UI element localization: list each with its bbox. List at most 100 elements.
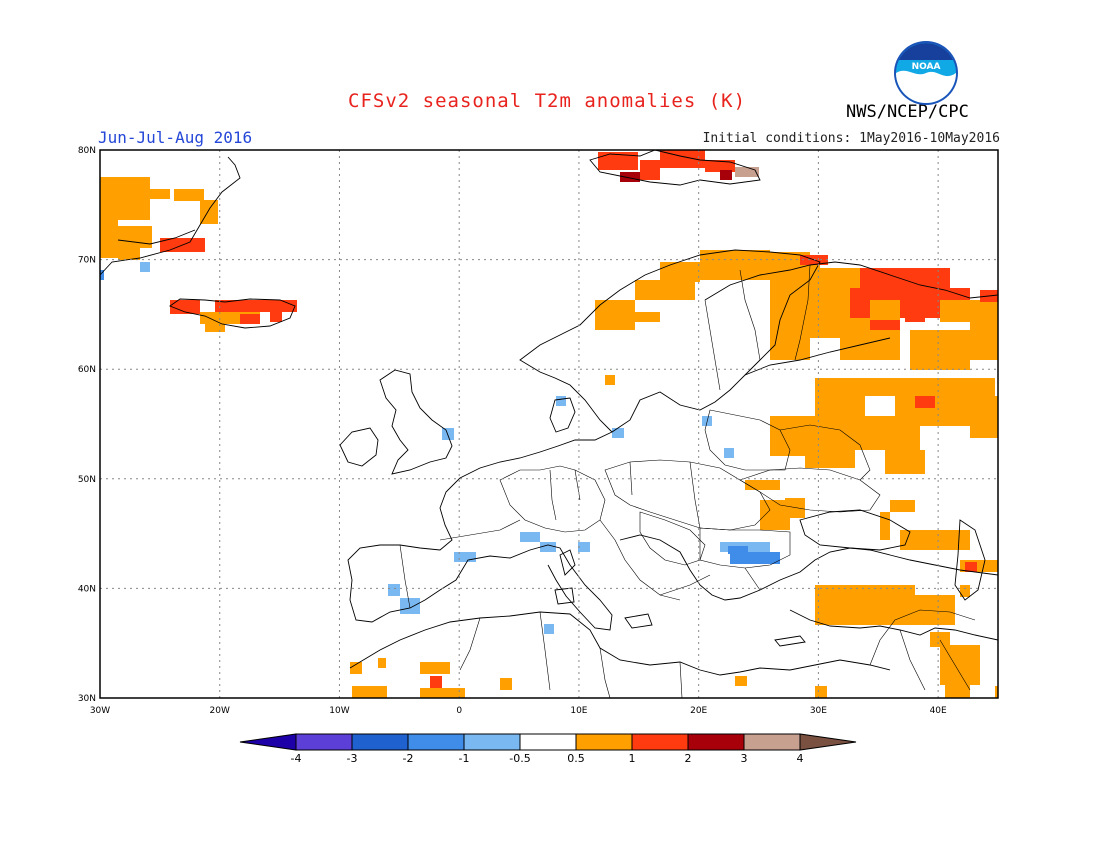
anomaly-cell [840,330,900,360]
anomaly-cell [945,685,970,698]
colorbar-legend: -4 -3 -2 -1 -0.5 0.5 1 2 3 4 [239,733,857,765]
colorbar-swatch [351,733,409,751]
colorbar-tick-label: -4 [291,752,302,765]
anomaly-cell [660,150,705,168]
anomaly-cell [960,560,998,572]
colorbar-swatch [687,733,745,751]
anomaly-cell [620,312,660,322]
anomaly-cell [200,200,218,224]
colorbar-tick-label: 1 [629,752,636,765]
graticule [100,150,998,698]
anomaly-cell [815,396,865,416]
chart-title: CFSv2 seasonal T2m anomalies (K) [348,90,747,112]
anomaly-cell [700,250,770,280]
anomaly-cell [745,480,780,490]
anomaly-cell [118,248,140,260]
anomaly-cell [620,172,640,182]
country-borders [399,264,976,699]
anomaly-cell [205,322,225,332]
anomaly-cell [915,396,935,408]
anomaly-cell [850,288,970,318]
anomaly-cell [270,312,282,322]
anomaly-cell [770,320,810,360]
anomaly-cell [720,170,732,180]
colorbar-tick-label: 4 [797,752,804,765]
lat-tick-label: 30N [78,694,96,704]
anomaly-cell [635,280,695,300]
noaa-logo-icon: NOAA [894,41,958,105]
anomaly-cell [815,378,995,396]
anomaly-cell [970,420,998,438]
lat-tick-label: 40N [78,584,96,594]
anomaly-cell [895,396,998,426]
colorbar-swatch [295,733,353,751]
anomaly-cell [830,416,920,450]
anomaly-cell [174,189,204,201]
lon-tick-label: 40E [930,706,947,716]
anomaly-cell [724,448,734,458]
colorbar-swatch [519,733,577,751]
colorbar-tick-label: 0.5 [567,752,585,765]
anomaly-cell [556,396,566,406]
anomaly-cell [730,552,780,564]
agency-label: NWS/NCEP/CPC [846,102,969,122]
colorbar-tick-label: -3 [347,752,358,765]
colorbar-swatch [631,733,689,751]
anomaly-cell [544,624,554,634]
anomaly-cell [770,252,810,262]
anomaly-cell [150,189,170,199]
anomaly-cell [760,500,790,530]
anomaly-cell [915,595,955,625]
lon-tick-label: 20W [210,706,230,716]
lon-tick-label: 0 [456,706,462,716]
anomaly-cell [454,552,476,562]
anomaly-cell [500,678,512,690]
colorbar-tick-label: 3 [741,752,748,765]
anomaly-cell [605,375,615,385]
anomaly-cell [100,220,118,258]
lat-tick-label: 60N [78,365,96,375]
anomaly-cell [612,428,624,438]
anomaly-cell [770,416,830,456]
anomaly-cell [100,177,150,220]
anomaly-cell [785,498,805,518]
anomaly-cell [420,662,450,674]
map-frame [99,149,999,699]
colorbar-tick-label: -0.5 [509,752,530,765]
anomaly-cell [240,314,260,324]
anomaly-cell [970,300,998,360]
anomaly-cell [870,300,900,320]
anomaly-cell [598,152,638,170]
colorbar-arrow-left [239,733,297,751]
anomaly-cell [442,428,454,440]
anomaly-cell [350,662,362,674]
anomaly-cell [905,312,925,322]
anomaly-cell [705,160,735,172]
anomaly-cell [930,632,950,647]
anomaly-cell [800,255,828,265]
anomaly-cell [805,450,855,468]
anomaly-cell [595,300,635,330]
colorbar-arrow-right [799,733,857,751]
anomaly-cell [378,658,386,668]
anomaly-cell [215,300,297,312]
anomaly-cell [980,290,998,302]
anomaly-cell [200,312,260,324]
anomaly-cell [140,262,150,272]
anomaly-cell [660,262,700,282]
anomaly-cell [702,416,712,426]
anomaly-cell [880,512,890,540]
anomaly-cell [430,676,442,688]
anomaly-cell [400,598,420,614]
lon-tick-label: 10W [329,706,349,716]
lon-tick-label: 30E [810,706,827,716]
anomaly-cell [860,268,950,288]
colorbar-tick-label: -1 [459,752,470,765]
anomaly-cell [940,300,990,322]
lat-tick-label: 80N [78,146,96,156]
anomaly-cell [540,542,556,552]
anomaly-cell [890,500,915,512]
lat-tick-label: 50N [78,475,96,485]
anomaly-cell [170,300,200,314]
colorbar-swatch [743,733,801,751]
